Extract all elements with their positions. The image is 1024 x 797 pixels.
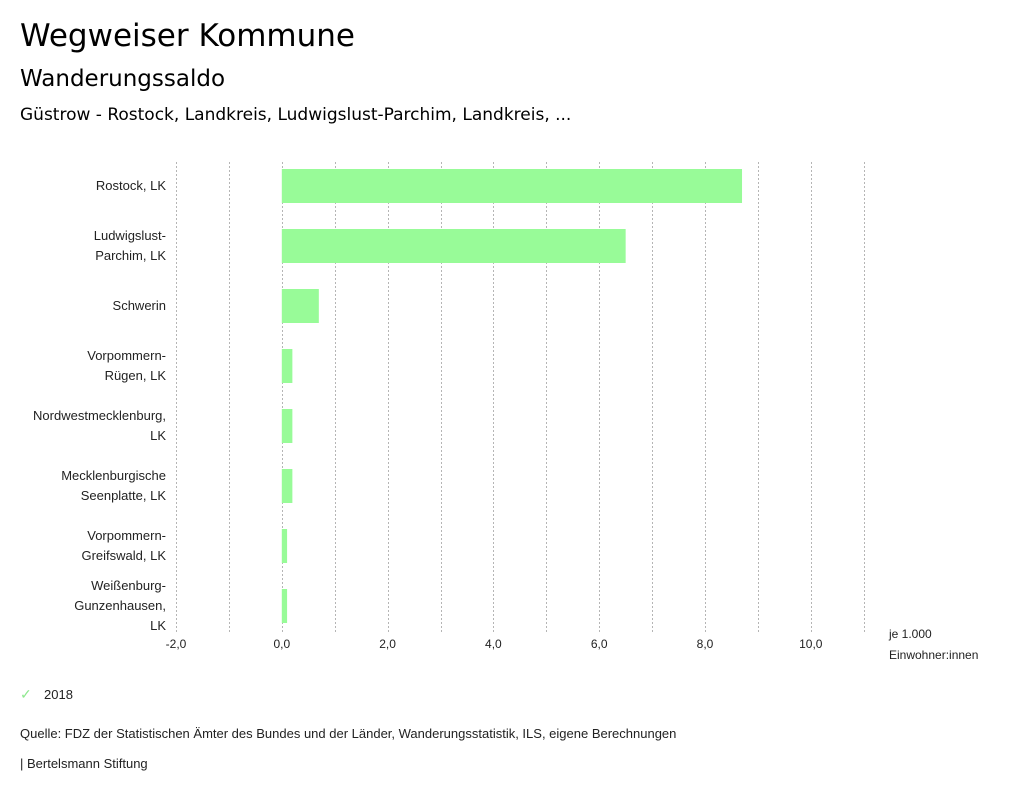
- bar[interactable]: [281, 229, 626, 263]
- x-tick-label: 0,0: [273, 637, 290, 651]
- x-axis-unit-label: Einwohner:innen: [889, 648, 978, 662]
- category-label: Rostock, LK: [96, 178, 166, 193]
- category-label: Nordwestmecklenburg,: [33, 408, 166, 423]
- legend-item-2018[interactable]: ✓ 2018: [20, 686, 73, 703]
- category-labels: Rostock, LK Ludwigslust- Parchim, LK Schwer…: [33, 178, 166, 633]
- category-label: Gunzenhausen,: [74, 598, 166, 613]
- x-unit-label: je 1.000 Einwohner:innen: [888, 627, 978, 662]
- category-label: Mecklenburgische: [61, 468, 166, 483]
- x-tick-label: 6,0: [591, 637, 608, 651]
- bar[interactable]: [281, 469, 293, 503]
- bar[interactable]: [281, 409, 293, 443]
- page-title: Wegweiser Kommune: [20, 18, 355, 54]
- legend-label: 2018: [44, 687, 73, 702]
- category-label: Seenplatte, LK: [81, 488, 167, 503]
- category-label: Vorpommern-: [87, 528, 166, 543]
- category-label: Schwerin: [113, 298, 166, 313]
- category-label: LK: [150, 618, 166, 633]
- category-label: LK: [150, 428, 166, 443]
- bar[interactable]: [281, 349, 293, 383]
- category-label: Weißenburg-: [91, 578, 166, 593]
- bar[interactable]: [281, 289, 319, 323]
- category-label: Rügen, LK: [105, 368, 167, 383]
- bar-chart: Rostock, LK Ludwigslust- Parchim, LK Schwer…: [33, 162, 978, 662]
- bar[interactable]: [281, 529, 288, 563]
- x-tick-label: 8,0: [697, 637, 714, 651]
- x-axis-unit-label: je 1.000: [888, 627, 932, 641]
- source-note: Quelle: FDZ der Statistischen Ämter des …: [20, 726, 677, 741]
- check-icon: ✓: [20, 686, 32, 702]
- x-tick-label: 4,0: [485, 637, 502, 651]
- category-label: Parchim, LK: [95, 248, 166, 263]
- chart-subtitle: Wanderungssaldo: [20, 66, 226, 92]
- credit-note: | Bertelsmann Stiftung: [20, 756, 148, 771]
- bar[interactable]: [281, 169, 743, 203]
- chart-context: Güstrow - Rostock, Landkreis, Ludwigslus…: [20, 105, 572, 125]
- x-tick-labels: -2,0 0,0 2,0 4,0 6,0 8,0 10,0: [166, 637, 823, 651]
- x-tick-label: -2,0: [166, 637, 187, 651]
- x-tick-label: 10,0: [799, 637, 823, 651]
- category-label: Greifswald, LK: [81, 548, 166, 563]
- category-label: Vorpommern-: [87, 348, 166, 363]
- x-tick-label: 2,0: [379, 637, 396, 651]
- bars: [281, 169, 743, 623]
- category-label: Ludwigslust-: [94, 228, 166, 243]
- bar[interactable]: [281, 589, 288, 623]
